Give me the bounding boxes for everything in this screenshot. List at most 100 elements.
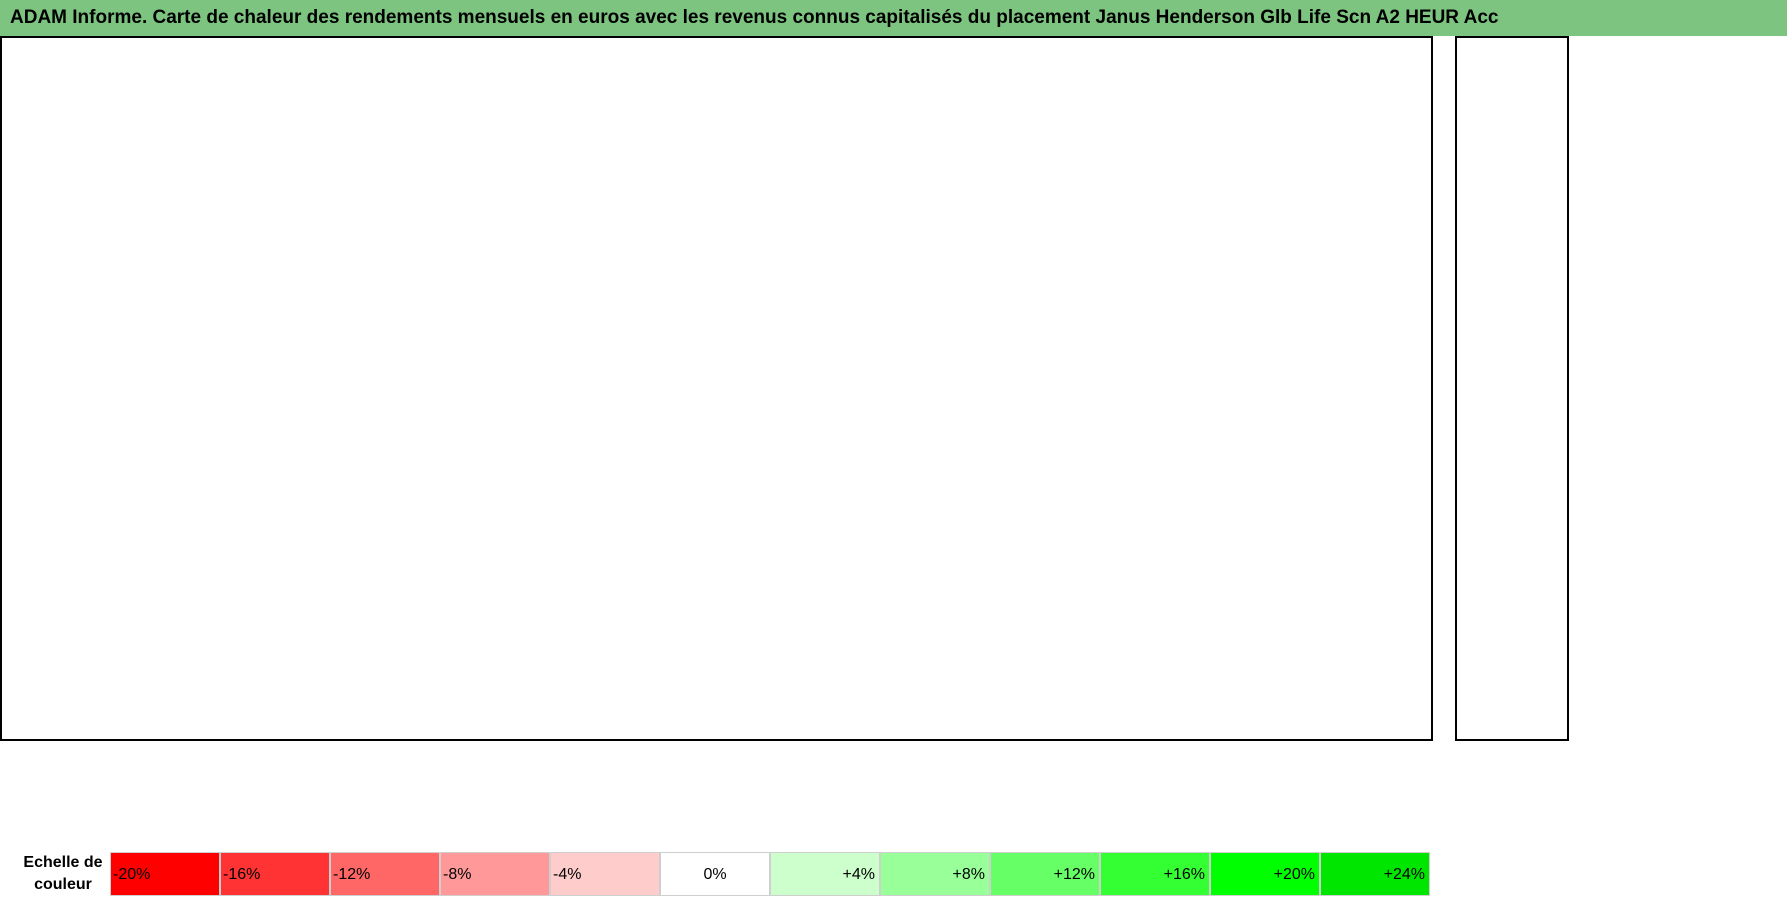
heatmap-cell: +4,0 (1320, 558, 1430, 581)
average-cell: +0,7 (880, 715, 990, 741)
annual-cell: -1,2 (1457, 234, 1567, 257)
heatmap-cell: +2,8 (660, 126, 770, 149)
heatmap-cell: +5,4 (440, 386, 550, 408)
heatmap-cell: +5,0 (990, 342, 1100, 365)
heatmap-cell: -2,8 (1320, 580, 1430, 602)
annual-cell: -15,2 (1457, 278, 1567, 300)
heatmap-cell: -0,9 (990, 321, 1100, 343)
average-cell: +1,3 (1320, 715, 1430, 741)
month-header: Août (880, 36, 990, 62)
heatmap-cell: +0,6 (990, 515, 1100, 538)
heatmap-cell (440, 666, 550, 689)
heatmap-cell: -0,9 (220, 558, 330, 581)
heatmap-cell: -4,4 (220, 234, 330, 257)
average-cell: +0,4 (110, 715, 220, 741)
heatmap-cell (660, 666, 770, 689)
heatmap-cell: +2,5 (1210, 278, 1320, 300)
heatmap-cell: -0,5 (330, 234, 440, 257)
heatmap-cell: +7,4 (550, 429, 660, 451)
heatmap-cell: +3,3 (660, 364, 770, 386)
heatmap-cell: +2,1 (990, 537, 1100, 559)
year-label: 2001 (37, 604, 73, 621)
heatmap-cell: -0,1 (1320, 256, 1430, 278)
heatmap-cell: +0,5 (990, 234, 1100, 257)
heatmap-cell: +2,1 (220, 537, 330, 559)
heatmap-cell: +7,7 (880, 321, 990, 343)
heatmap-cell: -6,5 (1100, 126, 1210, 149)
annual-cell: -19,9 (1457, 602, 1567, 624)
year-label: 2010 (37, 409, 73, 427)
heatmap-cell (770, 645, 880, 667)
month-header: Avril (440, 36, 550, 62)
heatmap-cell: +6,5 (220, 256, 330, 278)
heatmap-cell: +0,7 (220, 407, 330, 430)
annual-cell: +21,2 (1457, 191, 1567, 214)
year-label: 1999 (37, 647, 73, 665)
heatmap-cell: -0,9 (1210, 105, 1320, 127)
heatmap-cell: -3,9 (330, 450, 440, 473)
heatmap-cell: +3,6 (1210, 321, 1320, 343)
color-scale-swatch: -16% (220, 852, 330, 896)
heatmap-cell: +4,9 (1210, 537, 1320, 559)
heatmap-cell: +7,2 (1320, 126, 1430, 149)
heatmap-cell: -2,4 (220, 450, 330, 473)
heatmap-cell: -0,8 (1210, 386, 1320, 408)
heatmap-cell: +1,0 (440, 515, 550, 538)
heatmap-cell (880, 645, 990, 667)
heatmap-cell: +4,0 (440, 342, 550, 365)
heatmap-cell (220, 623, 330, 646)
heatmap-cell: +2,7 (110, 472, 220, 494)
heatmap-cell: +7,4 (770, 429, 880, 451)
heatmap-cell: -2,5 (990, 494, 1100, 516)
year-label: 2020 (37, 193, 73, 211)
annual-header: Année (1457, 36, 1567, 62)
color-scale-swatch: +12% (990, 852, 1100, 896)
annual-cell (1457, 688, 1567, 710)
heatmap-cell: +2,3 (1320, 602, 1430, 624)
heatmap-cell: -4,2 (990, 170, 1100, 192)
heatmap-cell: +4,1 (330, 580, 440, 602)
heatmap-cell: +3,0 (880, 472, 990, 494)
annual-cell: -31,0 (1457, 580, 1567, 602)
heatmap-cell: -0,2 (440, 364, 550, 386)
heatmap-cell: +0,0 (770, 321, 880, 343)
heatmap-cell: -2,9 (880, 602, 990, 624)
annual-cell: +20,0 (1457, 83, 1567, 106)
month-header: Déc. (1320, 36, 1430, 62)
heatmap-cell: +4,7 (660, 256, 770, 278)
heatmap-cell: -2,8 (1320, 494, 1430, 516)
heatmap-cell: +1,2 (550, 472, 660, 494)
heatmap-cell (1320, 62, 1430, 84)
annual-cell: +24,4 (1457, 429, 1567, 451)
average-cell: -0,4 (220, 715, 330, 741)
heatmap-cell: -1,9 (880, 580, 990, 602)
heatmap-cell: +0,9 (110, 429, 220, 451)
heatmap-cell: -6,0 (220, 191, 330, 214)
heatmap-cell: -3,4 (220, 278, 330, 300)
heatmap-cell: +4,7 (440, 537, 550, 559)
heatmap-cell: -0,7 (1320, 472, 1430, 494)
year-label: 2024 (37, 107, 73, 125)
month-header: Nov. (1210, 36, 1320, 62)
heatmap-cell: -1,4 (770, 213, 880, 235)
heatmap-cell (990, 62, 1100, 84)
heatmap-cell: -18,0 (1100, 450, 1210, 473)
heatmap-cell: -6,8 (770, 537, 880, 559)
heatmap-cell (660, 688, 770, 710)
annual-cell: +5,5 (1457, 299, 1567, 322)
heatmap-cell: +3,9 (990, 472, 1100, 494)
heatmap-cell: -7,1 (440, 148, 550, 170)
heatmap-cell (330, 666, 440, 689)
month-header: Mars (330, 36, 440, 62)
heatmap-cell: +1,4 (330, 105, 440, 127)
heatmap-cell: +4,4 (1320, 191, 1430, 214)
heatmap-cell: -3,8 (1100, 256, 1210, 278)
heatmap-cell: +0,7 (770, 256, 880, 278)
heatmap-cell: +7,3 (110, 321, 220, 343)
color-scale-swatch: 0% (660, 852, 770, 896)
heatmap-cell (1100, 62, 1210, 84)
heatmap-cell: -1,3 (1320, 148, 1430, 170)
heatmap-cell: -1,1 (660, 537, 770, 559)
color-scale-swatch: +4% (770, 852, 880, 896)
heatmap-cell: -0,8 (990, 191, 1100, 214)
